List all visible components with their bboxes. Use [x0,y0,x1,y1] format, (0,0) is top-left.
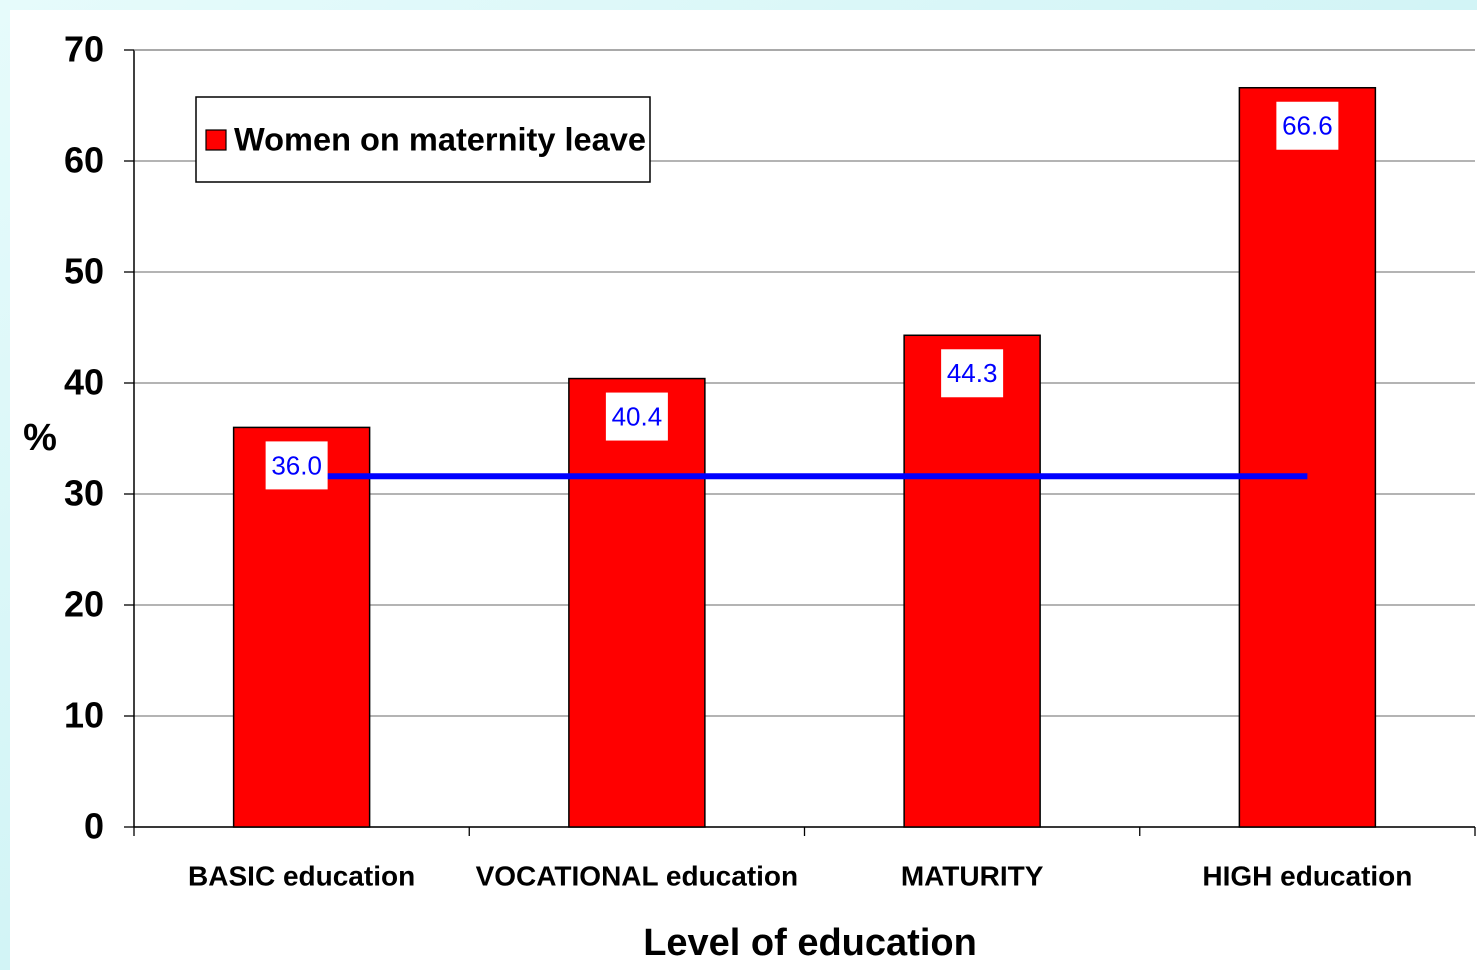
x-tick-label: VOCATIONAL education [476,860,799,891]
y-tick-label: 30 [64,473,104,514]
y-tick-label: 10 [64,695,104,736]
legend-swatch [205,129,227,151]
y-tick-label: 40 [64,362,104,403]
value-label: 36.0 [271,450,322,480]
x-axis-label: Level of education [643,922,977,964]
y-tick-label: 0 [84,806,104,847]
bar [568,377,706,828]
value-label-box [605,392,668,441]
y-tick-label: 60 [64,140,104,181]
x-tick-label: MATURITY [901,860,1044,891]
value-label-box [941,349,1004,398]
value-label-box [265,441,328,490]
x-tick-label: BASIC education [188,860,415,891]
value-label-box [1276,101,1339,150]
bar [1238,86,1377,828]
legend-label: Women on maternity leave [234,121,646,157]
bar [903,334,1041,828]
value-label: 40.4 [612,401,663,431]
y-tick-label: 50 [64,251,104,292]
legend-box [195,96,651,183]
y-tick-label: 70 [64,29,104,70]
bar [232,426,371,828]
x-tick-label: HIGH education [1202,860,1412,891]
y-tick-label: 20 [64,584,104,625]
y-axis-label: % [23,417,57,459]
value-label: 44.3 [947,358,998,388]
value-label: 66.6 [1282,111,1333,141]
